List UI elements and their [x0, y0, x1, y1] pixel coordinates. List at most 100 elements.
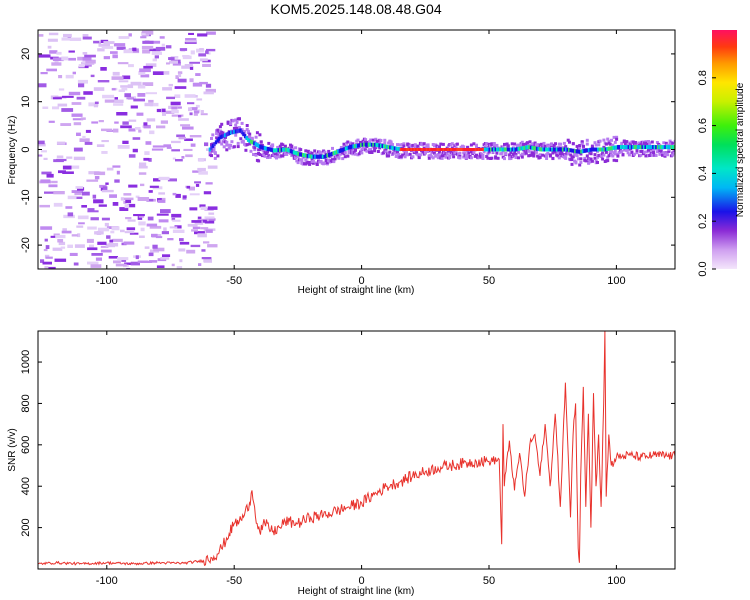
- ridge-core: [396, 146, 400, 151]
- noise-speckle: [98, 204, 107, 207]
- ridge-core: [419, 148, 423, 151]
- noise-speckle: [118, 36, 130, 39]
- noise-speckle: [73, 156, 86, 161]
- noise-speckle: [205, 50, 209, 54]
- ridge-halo: [462, 155, 466, 159]
- ridge-core: [317, 154, 320, 159]
- ridge-halo: [285, 153, 289, 156]
- ridge-core: [219, 135, 222, 140]
- ridge-halo: [222, 138, 226, 142]
- ridge-core: [343, 147, 346, 152]
- noise-speckle: [139, 162, 147, 167]
- noise-speckle: [175, 193, 181, 198]
- ridge-core: [635, 145, 638, 150]
- noise-speckle: [174, 94, 181, 98]
- ridge-halo: [253, 148, 257, 152]
- noise-speckle: [123, 49, 133, 54]
- ridge-halo: [347, 148, 351, 152]
- noise-speckle: [119, 207, 129, 211]
- noise-speckle: [149, 225, 162, 229]
- ridge-halo: [556, 145, 560, 149]
- ridge-core: [661, 145, 664, 150]
- noise-speckle: [198, 53, 207, 57]
- noise-speckle: [130, 261, 140, 266]
- ridge-halo: [575, 154, 579, 158]
- x-tick-label: -100: [96, 275, 118, 287]
- ridge-core: [503, 147, 507, 152]
- ridge-core: [606, 147, 609, 151]
- ridge-halo: [606, 137, 610, 141]
- ridge-halo: [294, 146, 298, 150]
- ridge-halo: [506, 144, 510, 148]
- noise-speckle: [144, 151, 150, 155]
- ridge-halo: [245, 143, 249, 147]
- noise-speckle: [67, 212, 74, 217]
- ridge-halo: [639, 153, 643, 157]
- ridge-core: [248, 138, 251, 143]
- ridge-core: [418, 148, 421, 151]
- ridge-core: [496, 147, 499, 152]
- noise-speckle: [144, 102, 154, 107]
- ridge-core: [665, 145, 669, 150]
- noise-speckle: [200, 113, 208, 116]
- ridge-core: [398, 147, 401, 152]
- noise-speckle: [94, 171, 106, 176]
- ridge-core: [239, 128, 242, 133]
- ridge-halo: [210, 137, 213, 140]
- ridge-core: [601, 147, 604, 152]
- ridge-core: [228, 131, 231, 135]
- noise-speckle: [147, 216, 154, 221]
- noise-speckle: [184, 41, 197, 44]
- ridge-core: [499, 147, 502, 152]
- noise-speckle: [117, 145, 130, 149]
- noise-speckle: [78, 64, 85, 68]
- noise-speckle: [98, 120, 104, 123]
- ridge-halo: [481, 154, 485, 157]
- noise-speckle: [149, 102, 159, 107]
- ridge-core: [529, 145, 533, 150]
- ridge-core: [603, 147, 606, 152]
- ridge-core: [526, 145, 530, 150]
- ridge-core: [450, 148, 453, 151]
- ridge-core: [271, 148, 274, 153]
- ridge-halo: [246, 131, 250, 134]
- ridge-halo: [343, 151, 347, 155]
- colorbar-tick-label: 0.8: [697, 70, 709, 85]
- noise-speckle: [123, 200, 127, 204]
- noise-speckle: [197, 167, 206, 172]
- ridge-halo: [424, 151, 427, 155]
- noise-speckle: [166, 146, 172, 149]
- ridge-core: [321, 154, 325, 159]
- ridge-core: [537, 147, 540, 151]
- noise-speckle: [163, 71, 170, 75]
- noise-speckle: [47, 38, 58, 42]
- noise-speckle: [145, 63, 157, 67]
- ridge-core: [387, 145, 390, 150]
- ridge-halo: [289, 151, 292, 155]
- ridge-halo: [616, 154, 620, 158]
- ridge-halo: [615, 137, 619, 141]
- ridge-core: [279, 148, 282, 152]
- ridge-core: [220, 134, 224, 139]
- ridge-core: [360, 143, 363, 147]
- noise-speckle: [53, 202, 63, 207]
- noise-speckle: [174, 106, 182, 109]
- ridge-halo: [462, 145, 466, 149]
- ridge-halo: [611, 154, 615, 158]
- ridge-halo: [472, 142, 476, 146]
- ridge-halo: [625, 149, 629, 152]
- ridge-core: [444, 148, 447, 151]
- ridge-halo: [240, 128, 244, 132]
- ridge-halo: [509, 151, 513, 154]
- ridge-core: [216, 138, 219, 143]
- ridge-halo: [365, 149, 369, 153]
- noise-speckle: [149, 48, 161, 52]
- ridge-halo: [579, 152, 583, 156]
- noise-speckle: [100, 67, 107, 71]
- noise-speckle: [204, 142, 209, 147]
- ridge-core: [245, 136, 248, 140]
- noise-speckle: [114, 179, 120, 183]
- ridge-halo: [445, 152, 449, 156]
- noise-speckle: [102, 94, 115, 99]
- noise-speckle: [101, 140, 109, 143]
